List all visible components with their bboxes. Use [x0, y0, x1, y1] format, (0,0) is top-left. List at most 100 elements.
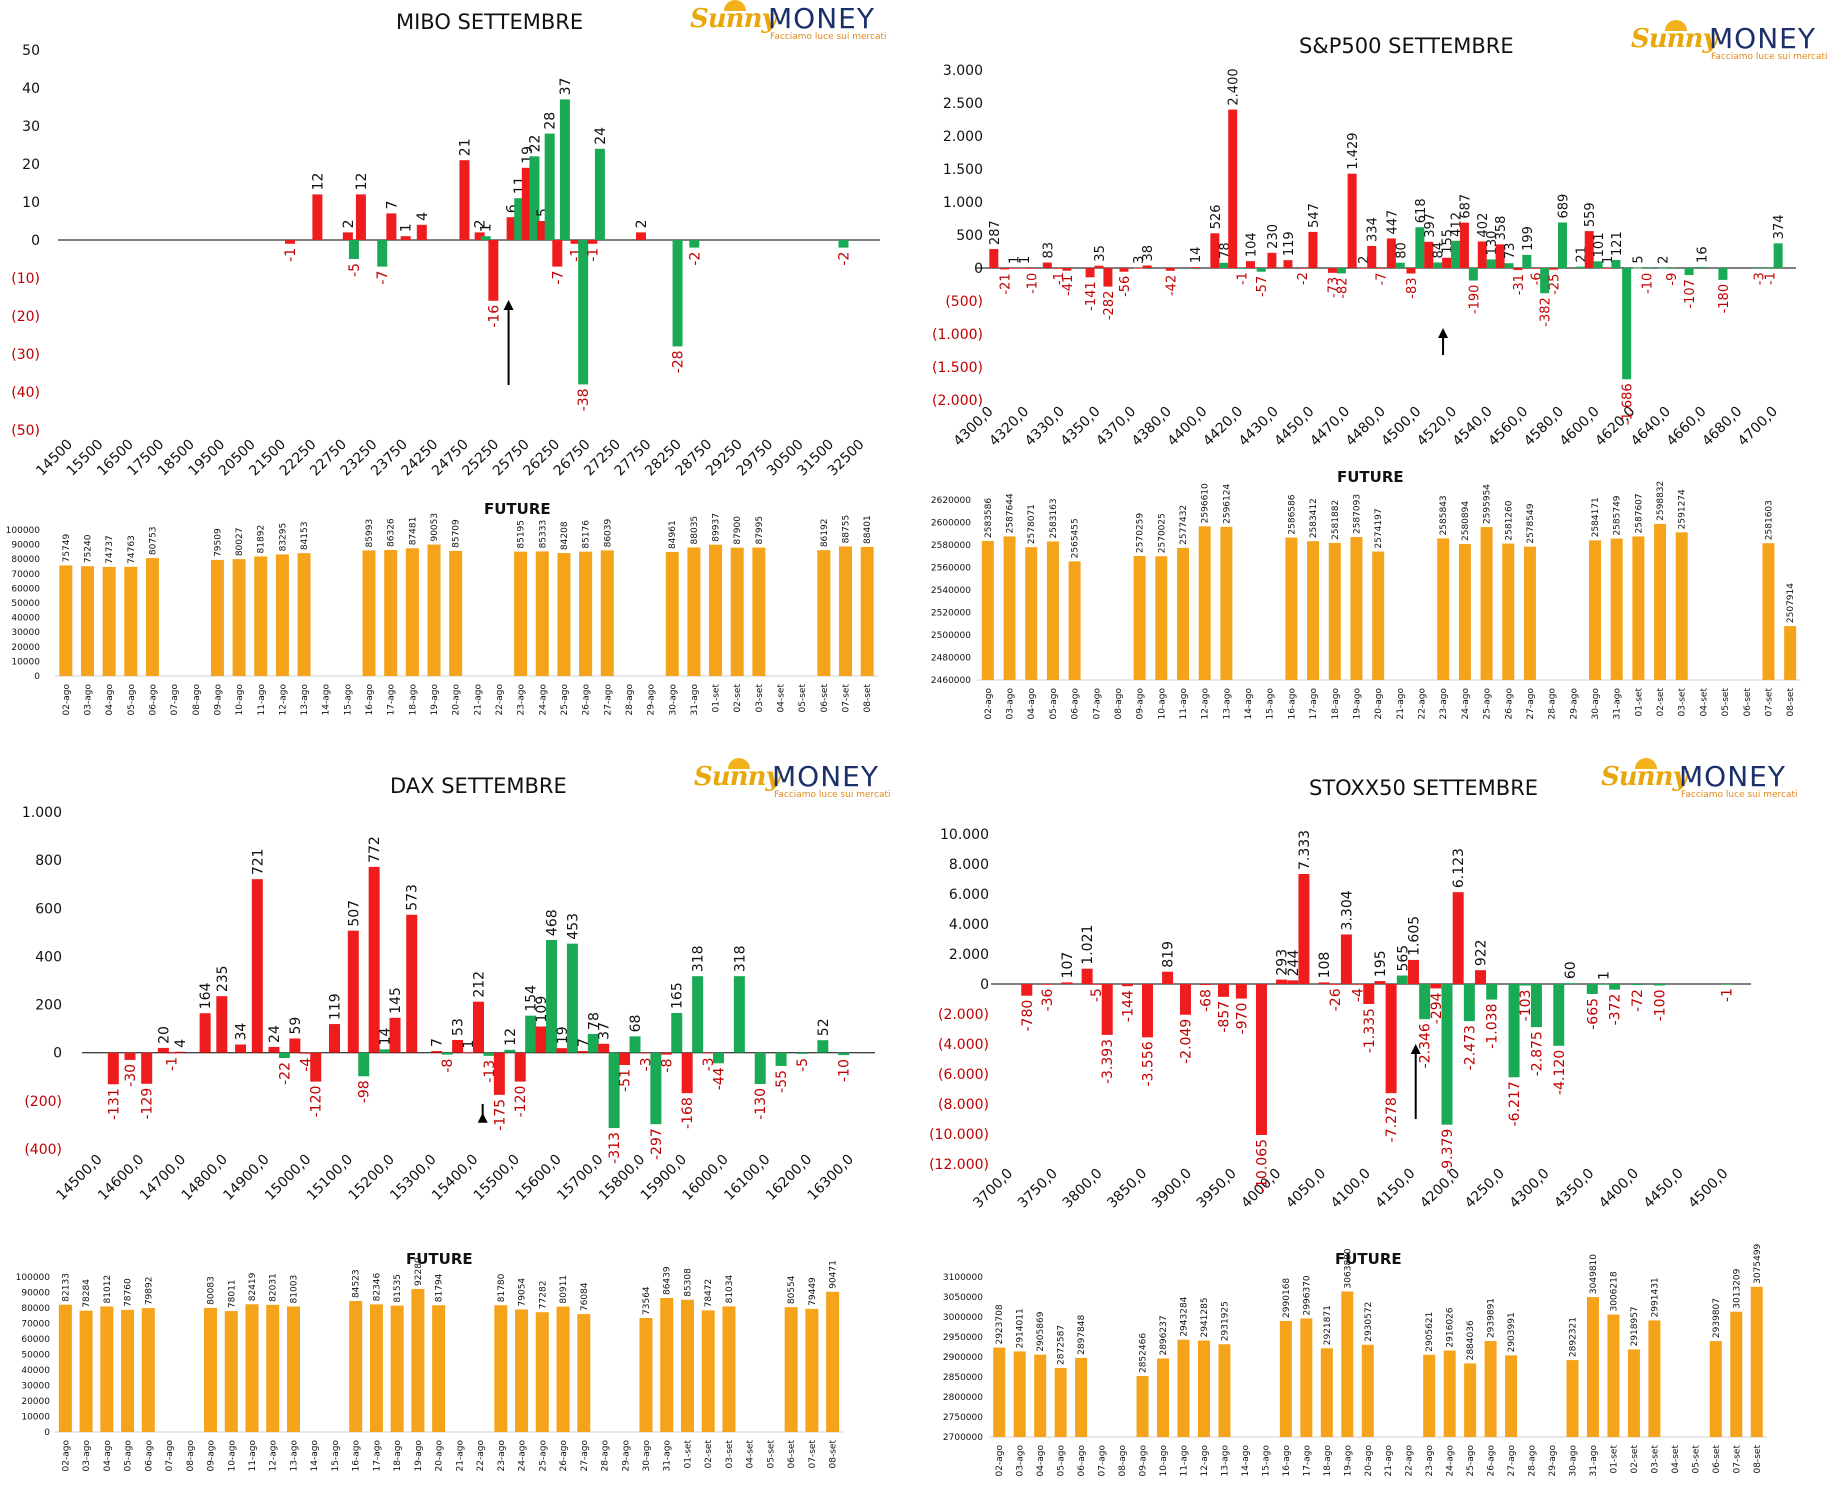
future-bar-label: 81535: [393, 1274, 403, 1303]
future-bar-label: 80911: [559, 1275, 569, 1304]
bar-label: -2: [836, 252, 852, 266]
future-bar: [752, 547, 766, 676]
future-x-tick-label: 25-ago: [1483, 688, 1493, 720]
future-x-tick-label: 15-ago: [1261, 1445, 1271, 1477]
bar-label: 547: [1307, 203, 1322, 228]
bar: [1190, 267, 1200, 268]
mibo-panel: MIBO SETTEMBRE Sunny MONEY Facciamo luce…: [0, 0, 921, 752]
bar: [1631, 984, 1643, 986]
future-bar-label: 80753: [148, 526, 158, 555]
bar-label: -51: [618, 1069, 634, 1092]
future-bar: [1586, 1297, 1599, 1437]
bar: [1586, 984, 1598, 994]
bar-label: 53: [451, 1018, 467, 1036]
future-x-tick-label: 26-ago: [1504, 688, 1514, 720]
future-bar: [297, 553, 311, 676]
future-bar-chart: 2700000 2750000 2800000 2850000 2900000 29500…: [943, 1243, 1767, 1477]
bar: [1622, 268, 1632, 380]
future-x-tick-label: 12-ago: [1200, 1445, 1210, 1477]
future-bar-label: 2991431: [1650, 1277, 1660, 1317]
future-x-tick-label: 03-ago: [82, 1440, 92, 1472]
bar-label: 12: [503, 1028, 519, 1046]
future-bar-label: 2584171: [1591, 497, 1601, 537]
future-y-tick-label: 0: [34, 672, 40, 682]
future-y-tick-label: 60000: [11, 584, 40, 594]
future-bar: [232, 559, 246, 676]
arrow-head: [1410, 1044, 1421, 1054]
bar-label: -22: [277, 1062, 293, 1085]
future-y-tick-label: 2620000: [931, 496, 971, 506]
bar: [1255, 984, 1267, 1135]
future-bar-label: 2507914: [1786, 583, 1796, 623]
future-bar-label: 85176: [582, 520, 592, 549]
logo-tagline: Facciamo luce sui mercati: [770, 32, 887, 42]
bar-label: 3: [1132, 256, 1147, 264]
bar-label: -970: [1234, 1003, 1250, 1035]
bar: [660, 1052, 672, 1055]
future-bar-chart: 0 10000 20000 30000 40000 50000 60000 70000 8000…: [6, 513, 878, 716]
bar-label: -41: [1061, 275, 1076, 296]
future-bar: [1709, 1341, 1722, 1437]
future-x-tick-label: 20-ago: [1364, 1445, 1374, 1477]
bar: [1053, 268, 1063, 269]
future-x-tick-label: 27-ago: [580, 1440, 590, 1472]
bar-label: -8: [440, 1059, 456, 1073]
bar-label: 7: [430, 1038, 446, 1047]
bar: [1463, 984, 1475, 1022]
bar: [1217, 984, 1229, 997]
bar: [416, 224, 427, 240]
future-title: FUTURE: [406, 1250, 473, 1268]
bar: [556, 1048, 568, 1053]
y-tick-label: 400: [35, 949, 62, 965]
bar: [1363, 984, 1375, 1005]
bar-label: -180: [1717, 284, 1732, 314]
future-bar: [1423, 1354, 1436, 1437]
future-bar: [1003, 536, 1016, 680]
y-tick-label: 4.000: [949, 917, 989, 933]
future-bar: [981, 540, 994, 680]
future-x-tick-label: 03-set: [755, 684, 765, 713]
future-bar-label: 2581260: [1504, 500, 1514, 540]
bar-label: -9.379: [1440, 1129, 1456, 1174]
future-x-tick-label: 12-ago: [278, 684, 288, 716]
bar: [386, 213, 397, 240]
future-y-tick-label: 3000000: [943, 1313, 983, 1323]
future-bar: [254, 556, 268, 676]
bar: [441, 1052, 453, 1055]
bar: [1430, 984, 1442, 989]
future-y-tick-label: 50000: [21, 1351, 50, 1361]
future-x-tick-label: 07-set: [1732, 1445, 1742, 1474]
bar: [1352, 984, 1364, 985]
y-tick-label: (20): [11, 309, 40, 325]
future-bar-label: 2570259: [1136, 513, 1146, 553]
bar: [347, 930, 359, 1053]
bar: [1564, 983, 1576, 984]
future-x-tick-label: 02-set: [733, 684, 743, 713]
bar-label: -28: [671, 350, 687, 373]
bar-label: 721: [250, 848, 266, 875]
x-tick-label: 3750,0: [1015, 1166, 1061, 1212]
future-bar: [1654, 523, 1667, 680]
bar: [1666, 268, 1676, 269]
bar-label: -120: [309, 1086, 325, 1118]
future-bar-label: 84208: [560, 521, 570, 550]
future-bar-label: 2872587: [1057, 1325, 1067, 1365]
future-bar: [100, 1306, 114, 1432]
future-x-tick-label: 27-ago: [1507, 1445, 1517, 1477]
bar-label: -1: [585, 248, 601, 262]
future-x-tick-label: 16-ago: [1287, 688, 1297, 720]
future-x-tick-label: 19-ago: [430, 684, 440, 716]
bar: [284, 240, 295, 244]
future-bar-label: 2905869: [1036, 1311, 1046, 1351]
bar: [1764, 268, 1774, 269]
bar: [1101, 984, 1113, 1035]
future-bar: [535, 1312, 549, 1432]
future-bar: [1484, 1341, 1497, 1437]
future-bar: [1480, 527, 1493, 680]
logo-money: MONEY: [1709, 22, 1816, 55]
future-x-tick-label: 10-ago: [227, 1440, 237, 1472]
future-bar-label: 75749: [62, 534, 72, 563]
sunny-money-logo: Sunny MONEY Facciamo luce sui mercati: [690, 0, 890, 46]
future-x-tick-label: 08-set: [829, 1440, 839, 1469]
chart-title: STOXX50 SETTEMBRE: [1309, 776, 1539, 800]
